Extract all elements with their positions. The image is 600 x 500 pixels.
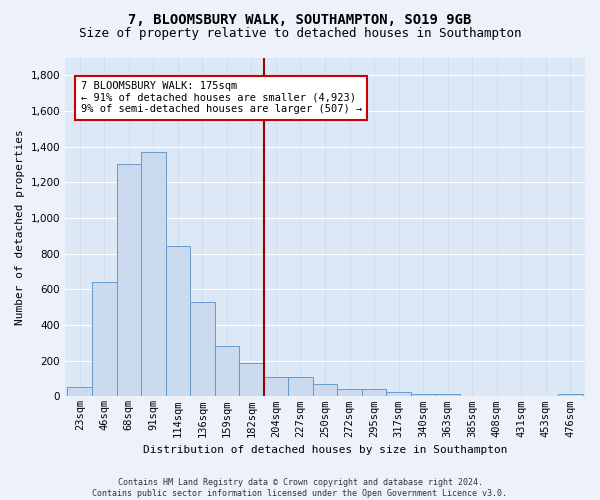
Text: Size of property relative to detached houses in Southampton: Size of property relative to detached ho… (79, 28, 521, 40)
Bar (288, 377, 313, 396)
Bar (116, 164, 141, 396)
Bar (558, 394, 583, 396)
Bar (141, 152, 166, 396)
Bar (264, 377, 288, 396)
Text: 7, BLOOMSBURY WALK, SOUTHAMPTON, SO19 9GB: 7, BLOOMSBURY WALK, SOUTHAMPTON, SO19 9G… (128, 12, 472, 26)
Y-axis label: Number of detached properties: Number of detached properties (15, 129, 25, 325)
Bar (362, 390, 386, 396)
Text: Contains HM Land Registry data © Crown copyright and database right 2024.
Contai: Contains HM Land Registry data © Crown c… (92, 478, 508, 498)
Bar (215, 346, 239, 397)
X-axis label: Distribution of detached houses by size in Southampton: Distribution of detached houses by size … (143, 445, 507, 455)
Bar (386, 392, 411, 396)
Bar (337, 390, 362, 396)
Bar (436, 394, 460, 396)
Bar (67, 386, 92, 396)
Bar (239, 363, 264, 396)
Bar (166, 246, 190, 396)
Bar (411, 394, 436, 396)
Bar (92, 282, 116, 397)
Bar (313, 384, 337, 396)
Text: 7 BLOOMSBURY WALK: 175sqm
← 91% of detached houses are smaller (4,923)
9% of sem: 7 BLOOMSBURY WALK: 175sqm ← 91% of detac… (80, 81, 362, 114)
Bar (190, 302, 215, 396)
